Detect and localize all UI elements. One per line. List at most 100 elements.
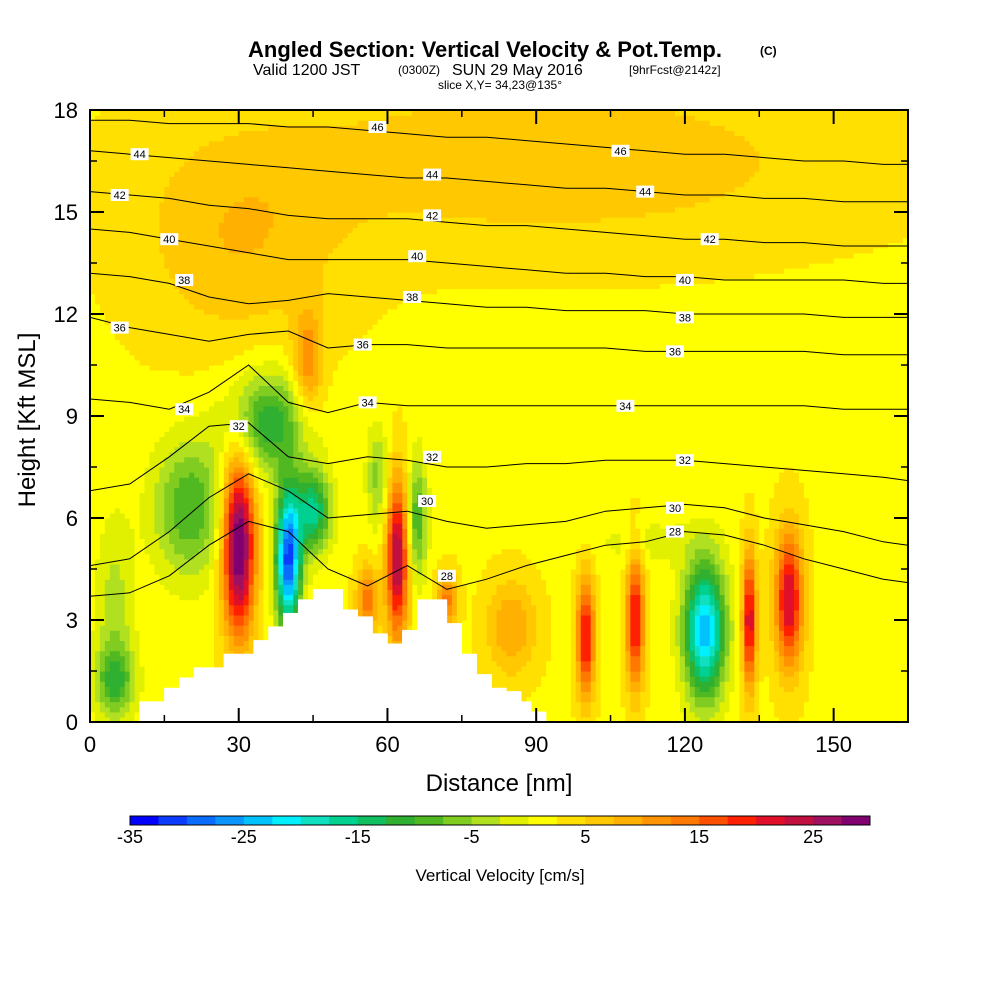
velocity-cell bbox=[243, 171, 250, 177]
velocity-cell bbox=[114, 589, 121, 596]
velocity-cell bbox=[243, 135, 250, 142]
velocity-cell bbox=[204, 569, 210, 575]
velocity-cell bbox=[129, 222, 136, 228]
velocity-cell bbox=[253, 339, 260, 346]
velocity-cell bbox=[154, 344, 161, 351]
velocity-cell bbox=[149, 609, 156, 616]
velocity-cell bbox=[263, 201, 270, 208]
velocity-cell bbox=[159, 217, 165, 223]
velocity-cell bbox=[94, 584, 101, 590]
velocity-cell bbox=[149, 431, 156, 437]
velocity-cell bbox=[199, 176, 205, 182]
velocity-cell bbox=[268, 222, 275, 228]
velocity-cell bbox=[204, 130, 210, 137]
velocity-cell bbox=[218, 385, 225, 392]
velocity-cell bbox=[268, 120, 275, 126]
velocity-cell bbox=[164, 150, 170, 157]
velocity-cell bbox=[238, 319, 245, 325]
velocity-cell bbox=[213, 523, 220, 529]
velocity-cell bbox=[159, 314, 165, 320]
velocity-cell bbox=[174, 329, 180, 335]
velocity-cell bbox=[149, 472, 156, 478]
velocity-cell bbox=[109, 706, 116, 713]
velocity-cell bbox=[238, 217, 245, 223]
velocity-cell bbox=[248, 293, 255, 300]
velocity-cell bbox=[154, 614, 161, 621]
velocity-cell bbox=[129, 512, 136, 519]
velocity-cell bbox=[139, 390, 146, 397]
velocity-cell bbox=[243, 594, 250, 601]
velocity-cell bbox=[263, 120, 270, 126]
velocity-cell bbox=[119, 492, 126, 499]
velocity-cell bbox=[248, 329, 255, 335]
velocity-cell bbox=[243, 150, 250, 157]
velocity-cell bbox=[164, 227, 170, 233]
velocity-cell bbox=[278, 237, 284, 244]
velocity-cell bbox=[278, 441, 284, 448]
velocity-cell bbox=[149, 125, 156, 131]
velocity-cell bbox=[268, 421, 275, 427]
velocity-cell bbox=[139, 543, 146, 550]
velocity-cell bbox=[293, 385, 299, 392]
velocity-cell bbox=[213, 145, 220, 152]
velocity-cell bbox=[109, 671, 116, 677]
velocity-cell bbox=[179, 314, 185, 320]
velocity-cell bbox=[228, 436, 235, 443]
velocity-cell bbox=[134, 110, 141, 116]
velocity-cell bbox=[90, 181, 96, 188]
velocity-cell bbox=[90, 482, 96, 488]
velocity-cell bbox=[164, 502, 170, 509]
velocity-cell bbox=[223, 232, 230, 239]
velocity-cell bbox=[218, 120, 225, 126]
velocity-cell bbox=[208, 467, 215, 473]
velocity-cell bbox=[90, 477, 96, 483]
velocity-cell bbox=[218, 206, 225, 213]
velocity-cell bbox=[199, 375, 205, 381]
velocity-cell bbox=[109, 594, 116, 601]
velocity-cell bbox=[233, 329, 240, 335]
velocity-cell bbox=[248, 191, 255, 198]
velocity-cell bbox=[134, 339, 141, 346]
velocity-cell bbox=[99, 314, 106, 320]
velocity-cell bbox=[164, 614, 170, 621]
velocity-cell bbox=[248, 125, 255, 131]
velocity-cell bbox=[174, 594, 180, 601]
velocity-cell bbox=[94, 691, 101, 698]
velocity-cell bbox=[184, 181, 190, 188]
velocity-cell bbox=[134, 201, 141, 208]
velocity-cell bbox=[179, 354, 185, 361]
velocity-cell bbox=[144, 400, 151, 407]
velocity-cell bbox=[199, 431, 205, 437]
velocity-cell bbox=[238, 390, 245, 397]
velocity-cell bbox=[248, 273, 255, 279]
velocity-cell bbox=[228, 553, 235, 560]
velocity-cell bbox=[258, 436, 265, 443]
velocity-cell bbox=[159, 354, 165, 361]
velocity-cell bbox=[134, 161, 141, 167]
velocity-cell bbox=[204, 512, 210, 519]
velocity-cell bbox=[164, 308, 170, 315]
velocity-cell bbox=[258, 273, 265, 279]
velocity-cell bbox=[248, 594, 255, 601]
velocity-cell bbox=[99, 446, 106, 453]
velocity-cell bbox=[90, 523, 96, 529]
velocity-cell bbox=[253, 145, 260, 152]
velocity-cell bbox=[273, 135, 279, 142]
velocity-cell bbox=[194, 553, 200, 560]
velocity-cell bbox=[208, 237, 215, 244]
velocity-cell bbox=[134, 640, 141, 647]
velocity-cell bbox=[104, 161, 111, 167]
velocity-cell bbox=[253, 569, 260, 575]
velocity-cell bbox=[293, 553, 299, 560]
velocity-cell bbox=[228, 569, 235, 575]
velocity-cell bbox=[288, 288, 294, 295]
velocity-cell bbox=[90, 283, 96, 290]
velocity-cell bbox=[149, 436, 156, 443]
velocity-cell bbox=[164, 461, 170, 468]
velocity-cell bbox=[243, 558, 250, 565]
velocity-cell bbox=[189, 589, 195, 596]
velocity-cell bbox=[223, 385, 230, 392]
velocity-cell bbox=[268, 441, 275, 448]
velocity-cell bbox=[288, 125, 294, 131]
velocity-cell bbox=[104, 125, 111, 131]
